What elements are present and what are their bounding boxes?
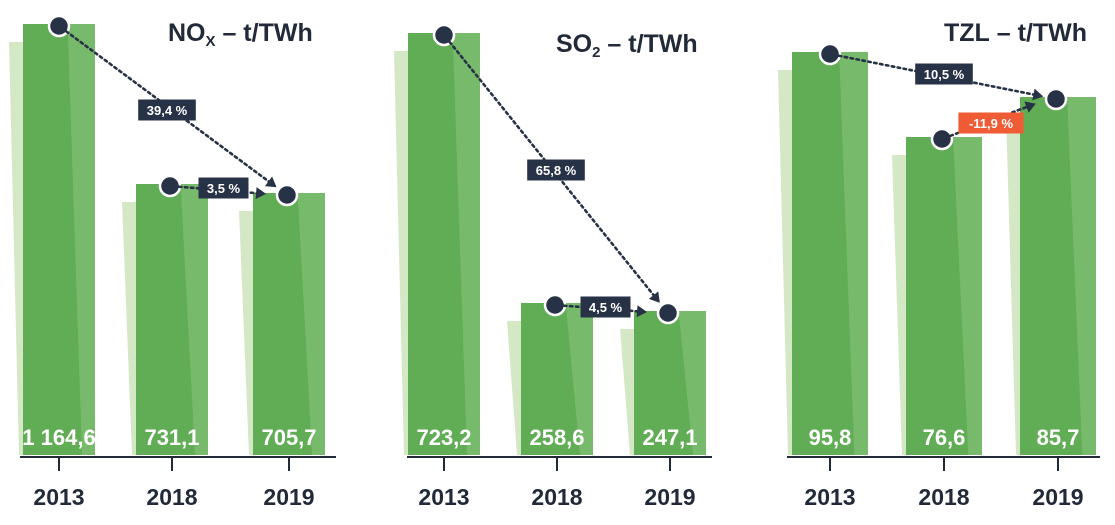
- bar-highlight: [452, 33, 480, 455]
- x-tick-label: 2013: [33, 484, 84, 510]
- value-label: 85,7: [1037, 425, 1080, 450]
- chart-panel-2: 723,2 258,6 247,1 2013 2018 2019: [394, 23, 712, 510]
- value-label: 258,6: [529, 425, 584, 450]
- change-label-box: [580, 296, 631, 318]
- dot-2019: [275, 183, 299, 207]
- dot-2013: [432, 23, 456, 47]
- bar-ghost: [892, 155, 910, 455]
- dot-2019: [656, 301, 680, 325]
- dot-2018: [930, 127, 954, 151]
- value-label: 247,1: [642, 425, 697, 450]
- x-tick-label: 2019: [263, 484, 314, 510]
- change-label-box: [138, 99, 196, 121]
- dot-2013: [818, 42, 842, 66]
- change-label-text: 3,5 %: [207, 181, 241, 196]
- dot-2018: [158, 174, 182, 198]
- title-unit: – t/TWh: [600, 30, 698, 58]
- change-label-text: 39,4 %: [147, 103, 188, 118]
- bar-ghost: [507, 321, 525, 455]
- bar-ghost: [778, 70, 796, 455]
- value-label: 1 164,6: [22, 425, 95, 450]
- bar-ghost: [239, 211, 257, 455]
- value-label: 705,7: [261, 425, 316, 450]
- arrow-head: [1024, 101, 1036, 113]
- change-label-2013-2019: 65,8 %: [527, 159, 585, 181]
- value-label: 95,8: [809, 425, 852, 450]
- arrow-head: [648, 291, 660, 303]
- bar-ghost: [620, 329, 638, 455]
- bar-ghost: [1006, 115, 1024, 455]
- title-main: NO: [168, 19, 206, 47]
- change-label-2018-2019: 4,5 %: [580, 296, 631, 318]
- bar-ghost: [122, 202, 140, 455]
- chart-panel-3: 95,8 76,6 85,7 2013 2018 2019: [778, 42, 1100, 510]
- chart-title-tzl: TZL – t/TWh: [944, 19, 1087, 50]
- title-subscript: X: [205, 33, 216, 50]
- bar-highlight: [297, 193, 325, 455]
- bar-highlight: [180, 184, 208, 455]
- change-label-2018-2019: 3,5 %: [198, 177, 249, 199]
- bar-highlight: [565, 303, 593, 455]
- change-label-text: 65,8 %: [536, 163, 577, 178]
- arrow-head: [1032, 88, 1044, 101]
- bar-ghost: [394, 51, 412, 455]
- bar-highlight: [1067, 97, 1096, 455]
- dot-2018: [543, 293, 567, 317]
- change-label-2013-2019: 10,5 %: [915, 63, 973, 85]
- value-label: 723,2: [416, 425, 471, 450]
- x-tick-label: 2019: [644, 484, 695, 510]
- value-label: 731,1: [144, 425, 199, 450]
- change-label-box: [915, 63, 973, 85]
- title-subscript: 2: [592, 44, 601, 61]
- arrow-head: [264, 176, 277, 188]
- chart-title-nox: NOX – t/TWh: [168, 19, 313, 50]
- change-label-text: 10,5 %: [924, 67, 965, 82]
- value-label: 76,6: [923, 425, 966, 450]
- x-tick-label: 2013: [804, 484, 855, 510]
- arrow-head: [255, 187, 267, 200]
- change-label-box: [198, 177, 249, 199]
- x-tick-label: 2018: [918, 484, 969, 510]
- x-tick-label: 2019: [1032, 484, 1083, 510]
- change-label-box: [958, 112, 1024, 134]
- arrow-head: [636, 305, 648, 318]
- bar-highlight: [839, 52, 868, 455]
- x-tick-label: 2018: [146, 484, 197, 510]
- change-label-2013-2019: 39,4 %: [138, 99, 196, 121]
- bar-highlight: [953, 137, 982, 455]
- title-main: SO: [556, 30, 593, 58]
- chart-panel-1: 1 164,6 731,1 705,7 2013 2018 2019: [9, 14, 336, 510]
- x-tick-label: 2018: [531, 484, 582, 510]
- x-tick-label: 2013: [418, 484, 469, 510]
- title-main: TZL: [944, 19, 990, 47]
- dot-2013: [47, 14, 71, 38]
- change-label-text: 4,5 %: [589, 300, 623, 315]
- change-label-box: [527, 159, 585, 181]
- chart-title-so2: SO2 – t/TWh: [556, 30, 698, 61]
- change-label-text: -11,9 %: [969, 116, 1014, 131]
- title-unit: – t/TWh: [215, 19, 313, 47]
- bar-ghost: [9, 42, 27, 455]
- bar-highlight: [67, 24, 95, 455]
- change-label-2018-2019: -11,9 %: [958, 112, 1024, 134]
- dot-2019: [1044, 87, 1068, 111]
- bar-highlight: [678, 311, 706, 455]
- title-unit: – t/TWh: [989, 19, 1088, 47]
